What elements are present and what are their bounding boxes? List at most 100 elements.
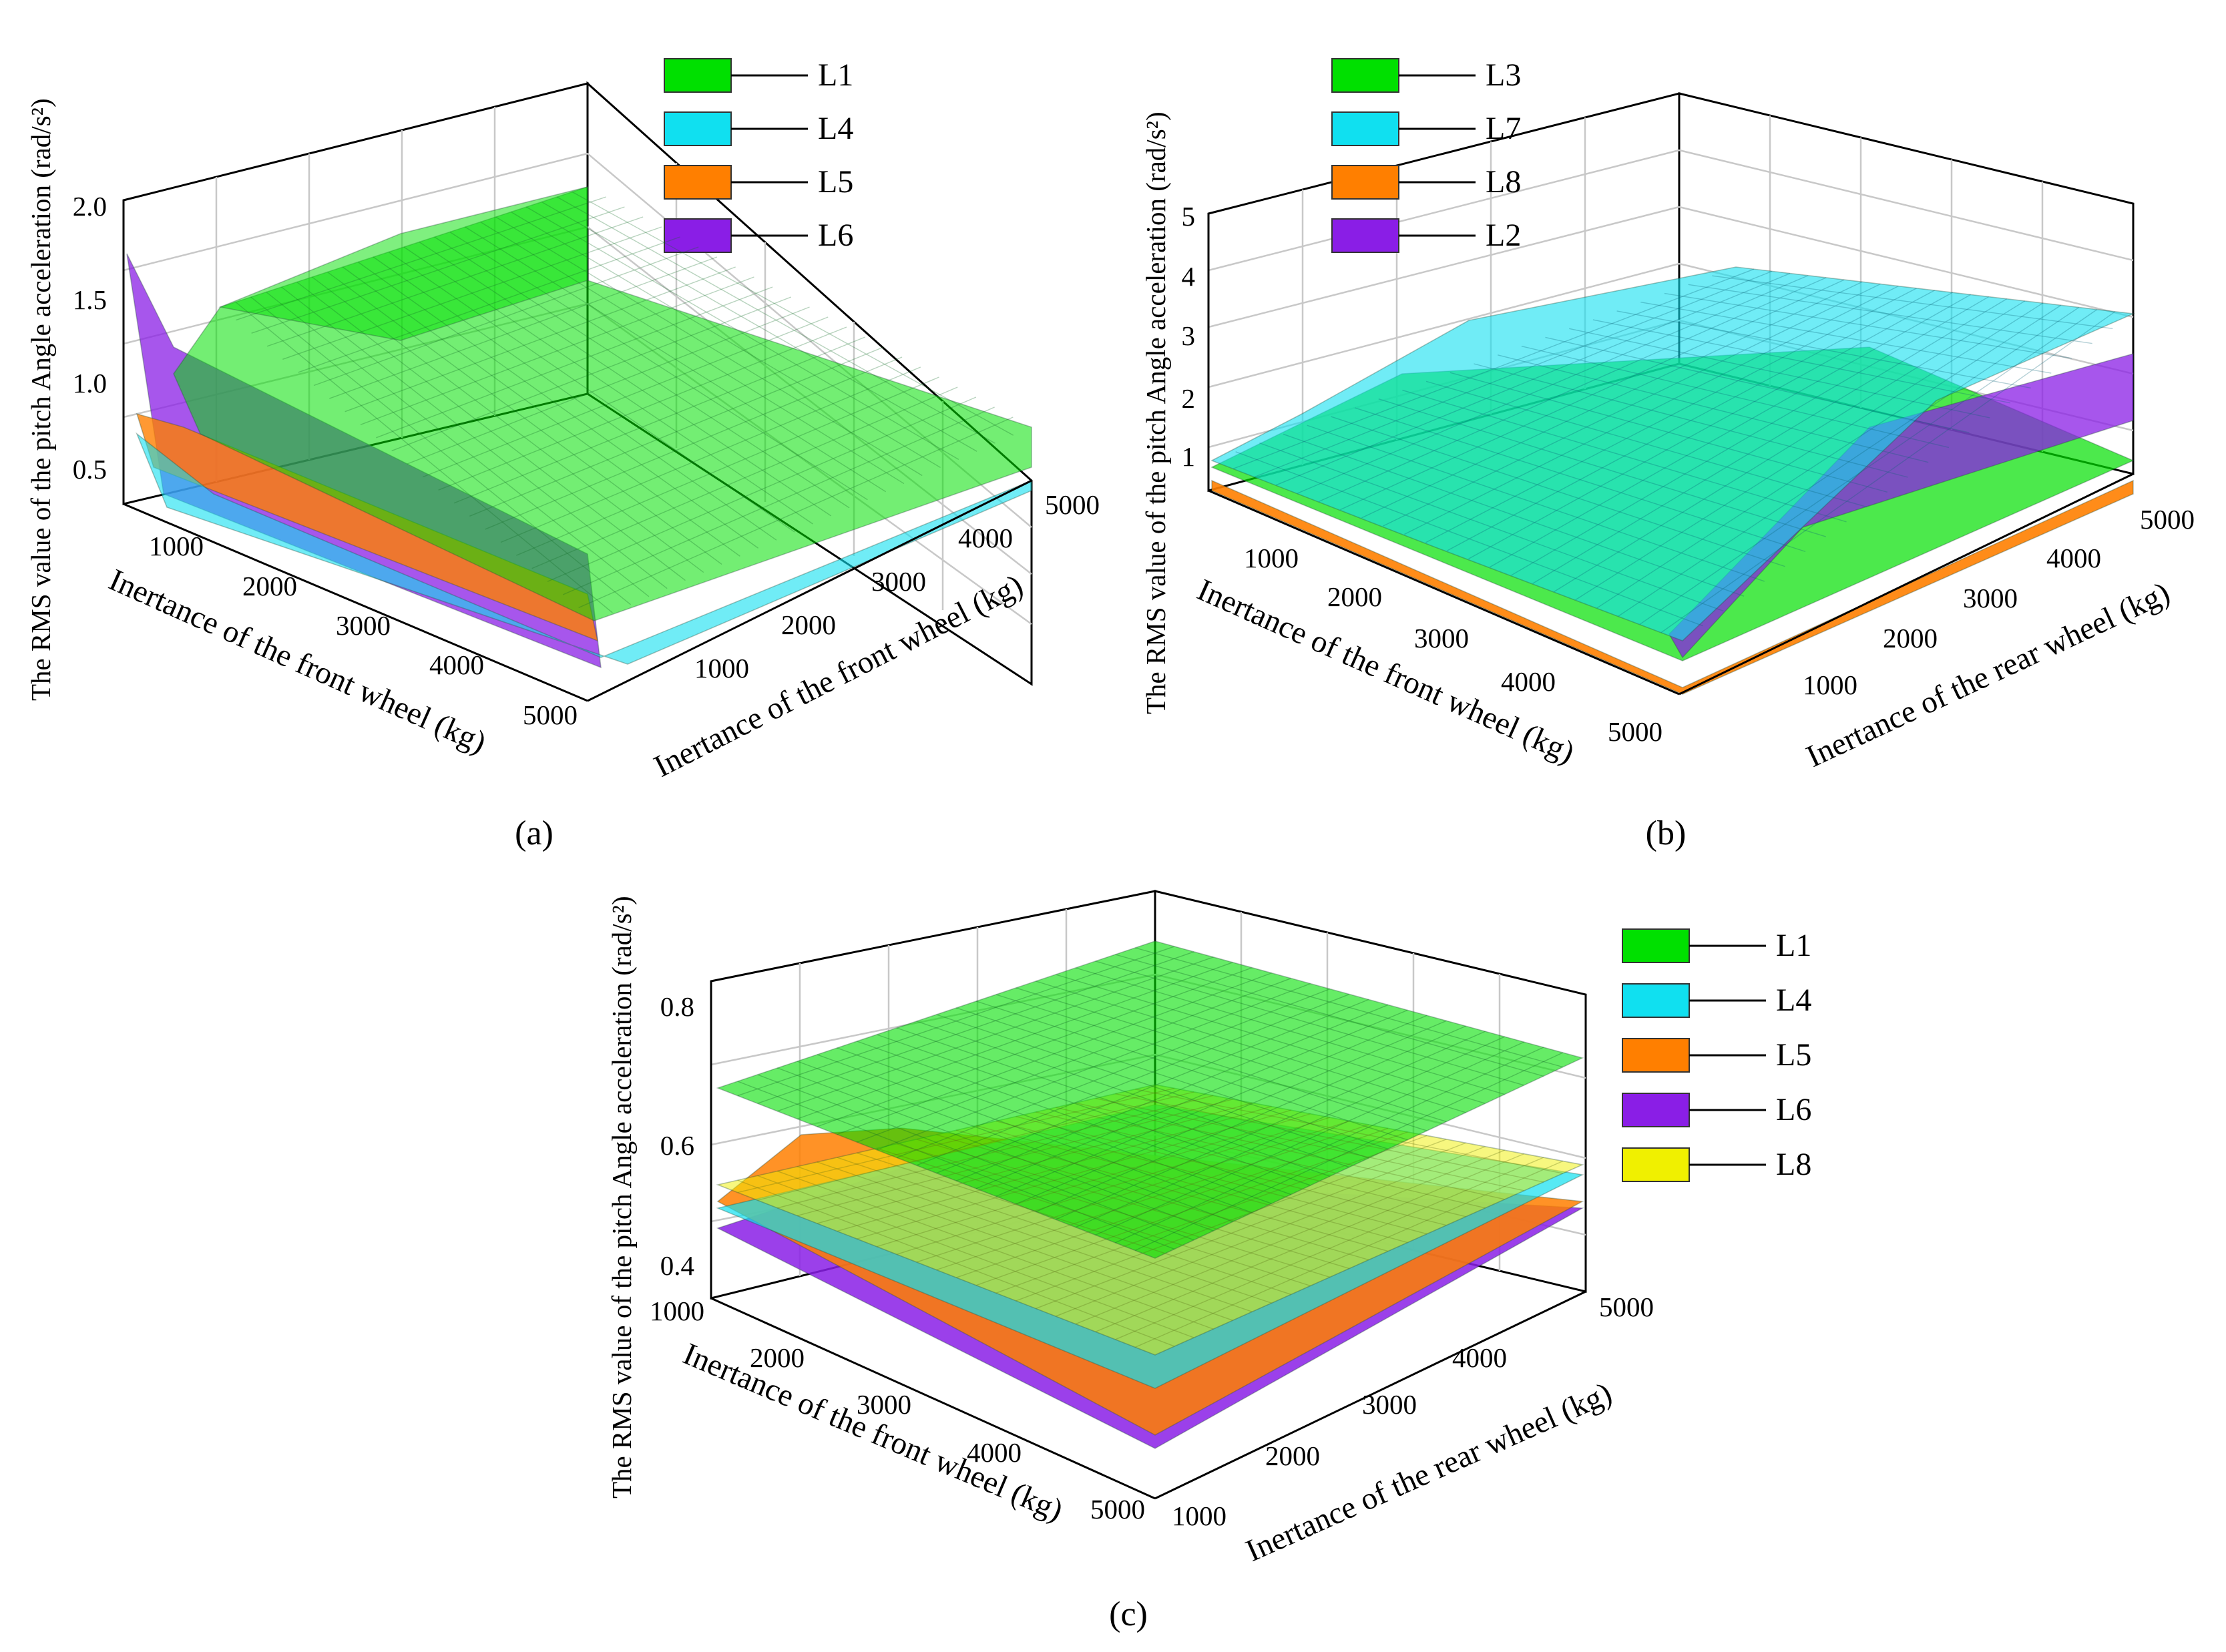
mesh-line — [1618, 306, 2080, 617]
mesh-line — [250, 296, 632, 605]
mesh-line — [1254, 270, 1773, 478]
mesh-line — [465, 226, 887, 493]
mesh-line — [757, 951, 1194, 1104]
panel-a-y-tick: 1.5 — [73, 284, 107, 315]
mesh-line — [777, 1095, 1214, 1209]
legend-swatch-a-L5 — [664, 165, 732, 200]
mesh-line — [1361, 281, 1863, 519]
panel-b-caption: (b) — [1646, 814, 1687, 852]
mesh-line — [737, 1179, 1175, 1347]
mesh-line — [1402, 389, 1847, 523]
mesh-line — [282, 226, 662, 360]
mesh-line — [236, 196, 606, 321]
mesh-line — [1055, 1031, 1486, 1220]
mesh-line — [936, 999, 1369, 1174]
mesh-line — [312, 276, 704, 573]
mesh-line — [1532, 298, 2008, 584]
panel-a-z-ticks: 1000 2000 3000 4000 5000 — [694, 489, 1100, 683]
mesh-line — [1575, 302, 2044, 601]
panel-b-legend: L3 L7 L8 L2 — [1331, 57, 1521, 253]
mesh-line — [1490, 294, 1971, 568]
mesh-line — [1134, 1160, 1564, 1348]
mesh-line — [1055, 1146, 1486, 1317]
mesh-line — [1095, 1097, 1524, 1191]
mesh-line — [1616, 310, 2031, 389]
mesh-line — [1075, 1149, 1505, 1325]
legend-label-b-L8: L8 — [1486, 164, 1521, 200]
mesh-line — [1259, 442, 1724, 612]
mesh-line — [1521, 345, 1950, 449]
mesh-line — [485, 356, 903, 530]
mesh-line — [896, 988, 1331, 1158]
panel-c-z-tick: 3000 — [1362, 1389, 1417, 1420]
mesh-line — [797, 962, 1233, 1120]
mesh-line — [1016, 1020, 1447, 1205]
panel-c-caption: (c) — [1109, 1595, 1148, 1633]
panel-b-y-ticks: 1 2 3 4 5 — [1182, 201, 1196, 472]
mesh-line — [837, 1106, 1272, 1232]
mesh-line — [876, 983, 1311, 1151]
panel-a-caption: (a) — [515, 814, 553, 852]
mesh-line — [737, 1081, 1175, 1250]
panel-a-left-floor-edge — [123, 503, 588, 702]
legend-label-c-L8: L8 — [1776, 1147, 1811, 1182]
mesh-line — [1036, 981, 1466, 1113]
mesh-line — [1545, 336, 1970, 433]
mesh-line — [896, 1117, 1331, 1255]
panel-b-x-tick: 1000 — [1244, 543, 1299, 573]
surface-b-L8 — [1211, 479, 2134, 695]
surface-c-L1 — [716, 940, 1584, 1259]
mesh-line — [916, 1139, 1350, 1270]
legend-swatch-c-L4 — [1622, 983, 1690, 1018]
mesh-line — [266, 216, 644, 347]
mesh-line — [1660, 311, 2116, 633]
mesh-line — [1115, 1157, 1544, 1340]
mesh-line — [817, 1161, 1253, 1312]
mesh-line — [975, 1125, 1408, 1244]
mesh-line — [936, 1014, 1369, 1159]
mesh-line — [1404, 286, 1899, 535]
mesh-line — [1115, 1047, 1544, 1244]
mesh-line — [1318, 277, 1827, 503]
panel-a-y-tick: 0.5 — [73, 454, 107, 485]
panel-b-x-ticks: 1000 2000 3000 4000 5000 — [1244, 543, 1662, 747]
mesh-line — [1036, 1111, 1466, 1217]
panel-b-surfaces — [1210, 266, 2136, 695]
panel-a-z-tick: 3000 — [871, 566, 926, 597]
panel-b-y-label: The RMS value of the pitch Angle acceler… — [1140, 111, 1171, 714]
mesh-line — [857, 1152, 1291, 1295]
mesh-line — [1055, 974, 1486, 1104]
mesh-line — [266, 291, 650, 597]
mesh-line — [857, 1041, 1291, 1195]
legend-swatch-c-L1 — [1622, 928, 1690, 963]
mesh-line — [1712, 275, 2113, 329]
mesh-line — [391, 296, 792, 452]
mesh-line — [876, 1113, 1311, 1248]
mesh-line — [1016, 987, 1447, 1123]
panel-a-legend: L1 L4 L5 L6 — [664, 57, 853, 253]
legend-swatch-b-L8 — [1331, 165, 1399, 200]
panel-c-z-tick: 4000 — [1452, 1342, 1507, 1373]
panel-c-y-label: The RMS value of the pitch Angle acceler… — [606, 896, 637, 1498]
panel-b-z-tick: 3000 — [1963, 583, 2018, 613]
panel-c-x-ticks: 1000 2000 3000 4000 5000 — [650, 1296, 1145, 1525]
mesh-line — [281, 286, 668, 589]
mesh-line — [837, 973, 1272, 1135]
mesh-line — [388, 251, 795, 533]
mesh-line — [1135, 947, 1564, 1068]
mesh-line — [1075, 1036, 1505, 1228]
mesh-line — [995, 1015, 1427, 1197]
mesh-line — [1134, 1052, 1564, 1252]
mesh-line — [1664, 292, 2072, 359]
mesh-line — [777, 1170, 1214, 1330]
mesh-line — [438, 326, 847, 491]
mesh-line — [1450, 372, 1888, 493]
mesh-line — [1036, 1025, 1466, 1213]
mesh-line — [876, 1147, 1311, 1287]
panel-c-right-floor-edge — [1154, 1290, 1586, 1500]
mesh-line — [757, 1175, 1194, 1338]
panel-a: 2.0 1.5 1.0 0.5 1000 2000 3000 4000 5000… — [25, 57, 1100, 852]
mesh-line — [837, 1157, 1272, 1304]
mesh-line — [1095, 1153, 1524, 1332]
